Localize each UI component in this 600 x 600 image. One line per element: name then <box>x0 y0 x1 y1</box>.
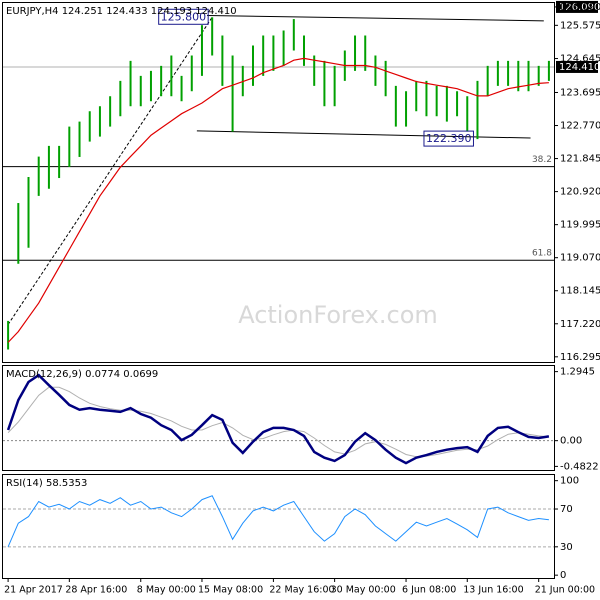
current-price-label: 124.410 <box>559 62 600 73</box>
x-tick-label: 6 Jun 08:00 <box>402 585 456 596</box>
trend-line <box>196 130 531 139</box>
y-tick-label: 116.295 <box>560 352 600 363</box>
y-tick-label: 122.770 <box>560 121 600 132</box>
y-tick-label: 0.00 <box>560 436 582 447</box>
x-tick-label: 8 May 00:00 <box>137 585 196 596</box>
x-tick-label: 15 May 08:00 <box>198 585 263 596</box>
y-tick-label: 126.090 <box>560 2 600 13</box>
high-price-label: 126.090 <box>559 2 600 13</box>
y-tick-label: 125.575 <box>560 20 600 31</box>
x-tick-label: 28 Apr 16:00 <box>65 585 127 596</box>
annotation-box <box>423 130 474 147</box>
x-tick-label: 21 Apr 2017 <box>4 585 63 596</box>
x-tick-label: 13 Jun 16:00 <box>463 585 523 596</box>
rsi-panel <box>2 474 555 579</box>
signal-line <box>7 386 549 458</box>
y-tick-label: 120.920 <box>560 187 600 198</box>
x-tick-label: 30 May 00:00 <box>331 585 396 596</box>
high-price-label-box <box>556 0 598 13</box>
panel-title: RSI(14) 58.5353 <box>6 478 87 489</box>
x-tick-label: 21 Jun 00:00 <box>535 585 595 596</box>
annotation-box <box>158 8 209 25</box>
current-price-label-box <box>556 60 598 73</box>
y-tick-label: -0.4822 <box>560 461 599 472</box>
y-tick-label: 119.070 <box>560 253 600 264</box>
price-annotation: 125.800 <box>161 10 207 23</box>
plot-layer: ActionForex.com 38.2 61.8 125.800 122.390 124… <box>3 0 600 596</box>
y-tick-label: 124.645 <box>560 54 600 65</box>
level-label: 38.2 <box>532 155 552 165</box>
x-tick-label: 22 May 16:00 <box>269 585 334 596</box>
y-tick-label: 119.995 <box>560 220 600 231</box>
moving-average <box>7 57 549 343</box>
trend-line <box>207 15 544 22</box>
macd-line <box>6 373 550 465</box>
price-panel <box>2 2 555 363</box>
panel-title: MACD(12,26,9) 0.0774 0.0699 <box>6 369 158 380</box>
price-annotation: 122.390 <box>426 132 472 145</box>
y-tick-label: 1.2945 <box>560 367 595 378</box>
y-tick-label: 121.845 <box>560 154 600 165</box>
y-tick-label: 100 <box>560 476 579 487</box>
trend-line <box>7 17 213 325</box>
macd-panel <box>2 365 555 471</box>
panel-title: EURJPY,H4 124.251 124.433 124.193 124.41… <box>6 6 237 17</box>
y-tick-label: 0 <box>560 570 566 581</box>
y-tick-label: 30 <box>560 542 573 553</box>
y-tick-label: 117.220 <box>560 319 600 330</box>
watermark: ActionForex.com <box>238 301 438 329</box>
level-label: 61.8 <box>532 249 552 259</box>
rsi-line <box>7 495 549 547</box>
y-tick-label: 118.145 <box>560 286 600 297</box>
y-tick-label: 123.695 <box>560 87 600 98</box>
y-tick-label: 70 <box>560 504 573 515</box>
